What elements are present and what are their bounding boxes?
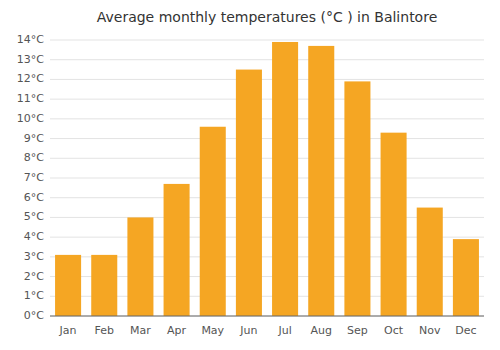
y-axis: 0°C 1°C 2°C 3°C 4°C 5°C 6°C 7°C 8°C 9°C 10°C 11°C 12… xyxy=(17,33,44,322)
bar xyxy=(381,133,407,316)
page: {"chart_data": {"type": "bar", "title": … xyxy=(0,0,500,350)
grid-line xyxy=(50,178,484,179)
grid-line xyxy=(50,197,484,198)
bar xyxy=(91,255,117,316)
x-tick-label: Oct xyxy=(384,324,404,337)
grid-line xyxy=(50,59,484,60)
y-tick-label: 7°C xyxy=(24,171,44,184)
y-tick-label: 9°C xyxy=(24,132,44,145)
y-tick-label: 11°C xyxy=(17,92,44,105)
grid-line xyxy=(50,316,484,317)
bar xyxy=(127,217,153,316)
x-tick-label: Aug xyxy=(311,324,332,337)
bar xyxy=(164,184,190,316)
x-tick-label: Sep xyxy=(347,324,368,337)
x-tick-label: Mar xyxy=(130,324,151,337)
x-tick-label: Apr xyxy=(167,324,187,337)
title: Average monthly temperatures (°C ) in Ba… xyxy=(97,9,438,25)
x-tick-label: Feb xyxy=(95,324,114,337)
grid-line xyxy=(50,79,484,80)
y-tick-label: 1°C xyxy=(24,289,44,302)
y-tick-label: 5°C xyxy=(24,210,44,223)
x-tick-label: Jun xyxy=(239,324,257,337)
x-tick-label: May xyxy=(201,324,224,337)
bar xyxy=(272,42,298,316)
y-tick-label: 4°C xyxy=(24,230,44,243)
x-tick-label: Jul xyxy=(277,324,291,337)
y-tick-label: 14°C xyxy=(17,33,44,46)
bar xyxy=(344,81,370,316)
y-tick-label: 6°C xyxy=(24,191,44,204)
y-tick-label: 12°C xyxy=(17,72,44,85)
grid-line xyxy=(50,138,484,139)
y-tick-label: 3°C xyxy=(24,250,44,263)
chart: Average monthly temperatures (°C ) in Ba… xyxy=(0,0,500,350)
x-tick-label: Jan xyxy=(59,324,77,337)
x-tick-label: Nov xyxy=(419,324,441,337)
bar xyxy=(453,239,479,316)
y-tick-label: 13°C xyxy=(17,53,44,66)
y-tick-label: 0°C xyxy=(24,309,44,322)
grid xyxy=(50,40,484,316)
grid-line xyxy=(50,99,484,100)
bar xyxy=(308,46,334,316)
bar xyxy=(55,255,81,316)
grid-line xyxy=(50,158,484,159)
y-tick-label: 8°C xyxy=(24,151,44,164)
bar xyxy=(417,208,443,316)
bar xyxy=(200,127,226,316)
bars xyxy=(55,42,479,316)
grid-line xyxy=(50,118,484,119)
x-axis-line xyxy=(50,316,484,317)
x-axis: Jan Feb Mar Apr May Jun Jul Aug Sep Oct Nov Dec xyxy=(50,316,484,337)
x-tick-label: Dec xyxy=(455,324,476,337)
y-tick-label: 2°C xyxy=(24,270,44,283)
grid-line xyxy=(50,40,484,41)
bar xyxy=(236,70,262,316)
y-tick-label: 10°C xyxy=(17,112,44,125)
